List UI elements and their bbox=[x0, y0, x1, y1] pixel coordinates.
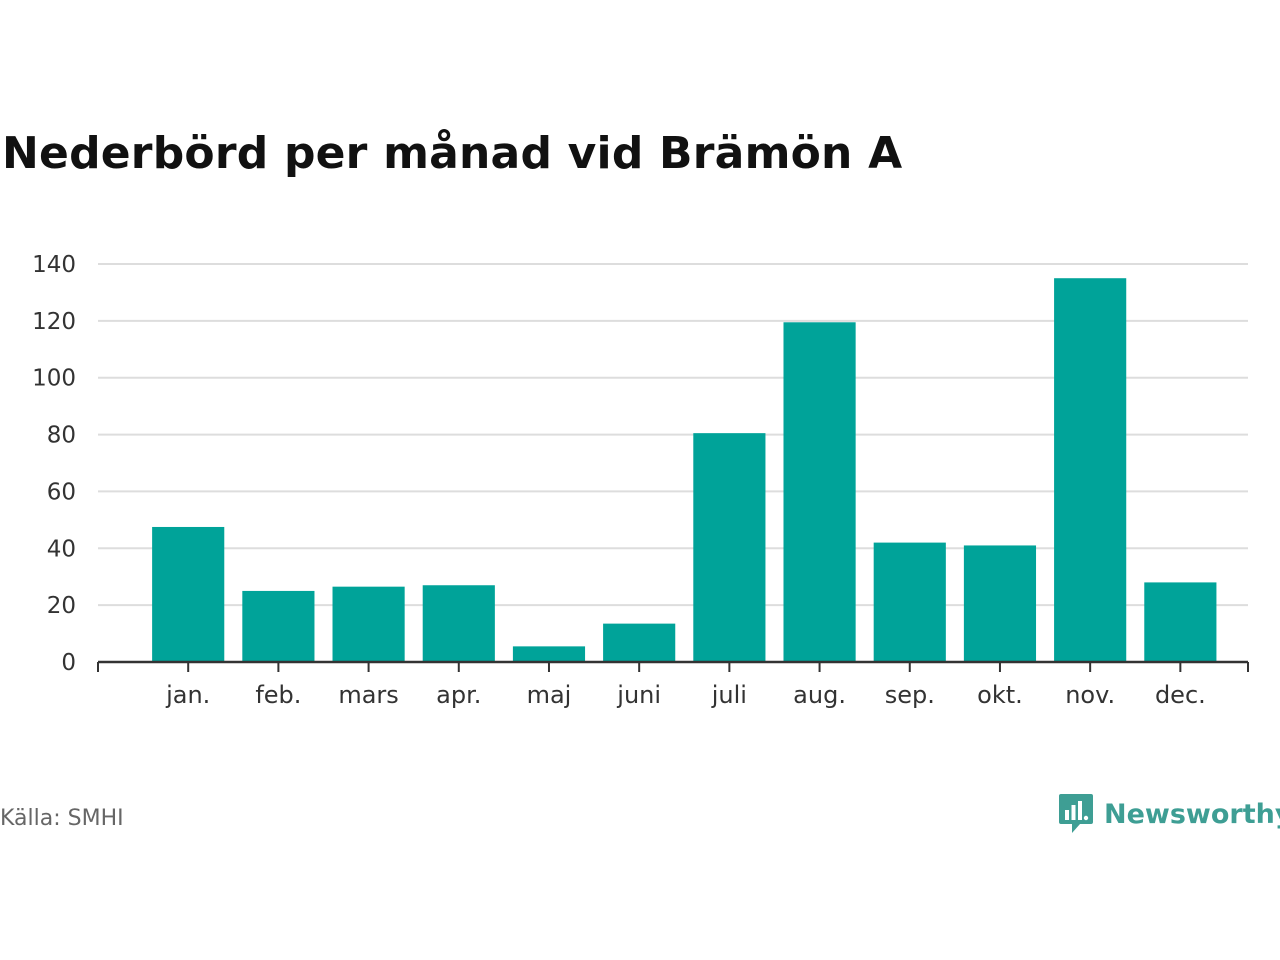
brand-name: Newsworthy bbox=[1104, 798, 1280, 830]
x-tick-label: nov. bbox=[1065, 681, 1115, 709]
y-tick-label: 140 bbox=[32, 252, 76, 278]
bar bbox=[603, 623, 676, 662]
bar bbox=[1144, 582, 1217, 662]
x-tick-label: feb. bbox=[255, 681, 301, 709]
x-tick-label: sep. bbox=[885, 681, 935, 709]
bar bbox=[873, 542, 946, 662]
source-note: Källa: SMHI bbox=[0, 806, 124, 831]
x-tick-label: maj bbox=[527, 681, 572, 709]
bar bbox=[332, 586, 405, 662]
y-tick-label: 100 bbox=[32, 366, 76, 392]
bar bbox=[512, 646, 586, 662]
bar bbox=[1054, 278, 1127, 662]
y-tick-label: 40 bbox=[47, 536, 76, 562]
y-tick-label: 20 bbox=[47, 593, 76, 619]
x-tick-label: apr. bbox=[436, 681, 481, 709]
chart-bubble-icon bbox=[1059, 794, 1093, 833]
x-tick-label: okt. bbox=[977, 681, 1023, 709]
bar bbox=[693, 433, 766, 662]
x-tick-label: juni bbox=[616, 681, 661, 709]
newsworthy-logo: Newsworthy bbox=[1058, 792, 1280, 836]
y-tick-label: 60 bbox=[47, 479, 76, 505]
x-tick-label: mars bbox=[338, 681, 398, 709]
bars bbox=[152, 278, 1217, 662]
y-tick-label: 120 bbox=[32, 309, 76, 335]
bar bbox=[422, 585, 495, 662]
x-tick-label: jan. bbox=[165, 681, 210, 709]
x-tick-label: aug. bbox=[793, 681, 846, 709]
x-tick-label: juli bbox=[711, 681, 747, 709]
chart-title: Nederbörd per månad vid Brämön A bbox=[2, 128, 903, 179]
x-tick-label: dec. bbox=[1155, 681, 1206, 709]
x-axis: jan. feb. mars apr. maj juni juli aug. sep. okt. n… bbox=[97, 660, 1249, 709]
bar bbox=[152, 526, 225, 662]
y-tick-label: 80 bbox=[47, 423, 76, 449]
y-tick-label: 0 bbox=[61, 650, 76, 676]
bar bbox=[242, 590, 315, 662]
bar bbox=[963, 545, 1037, 662]
bar bbox=[783, 322, 856, 662]
y-axis-ticks: 0 20 40 60 80 100 120 140 bbox=[32, 252, 76, 676]
